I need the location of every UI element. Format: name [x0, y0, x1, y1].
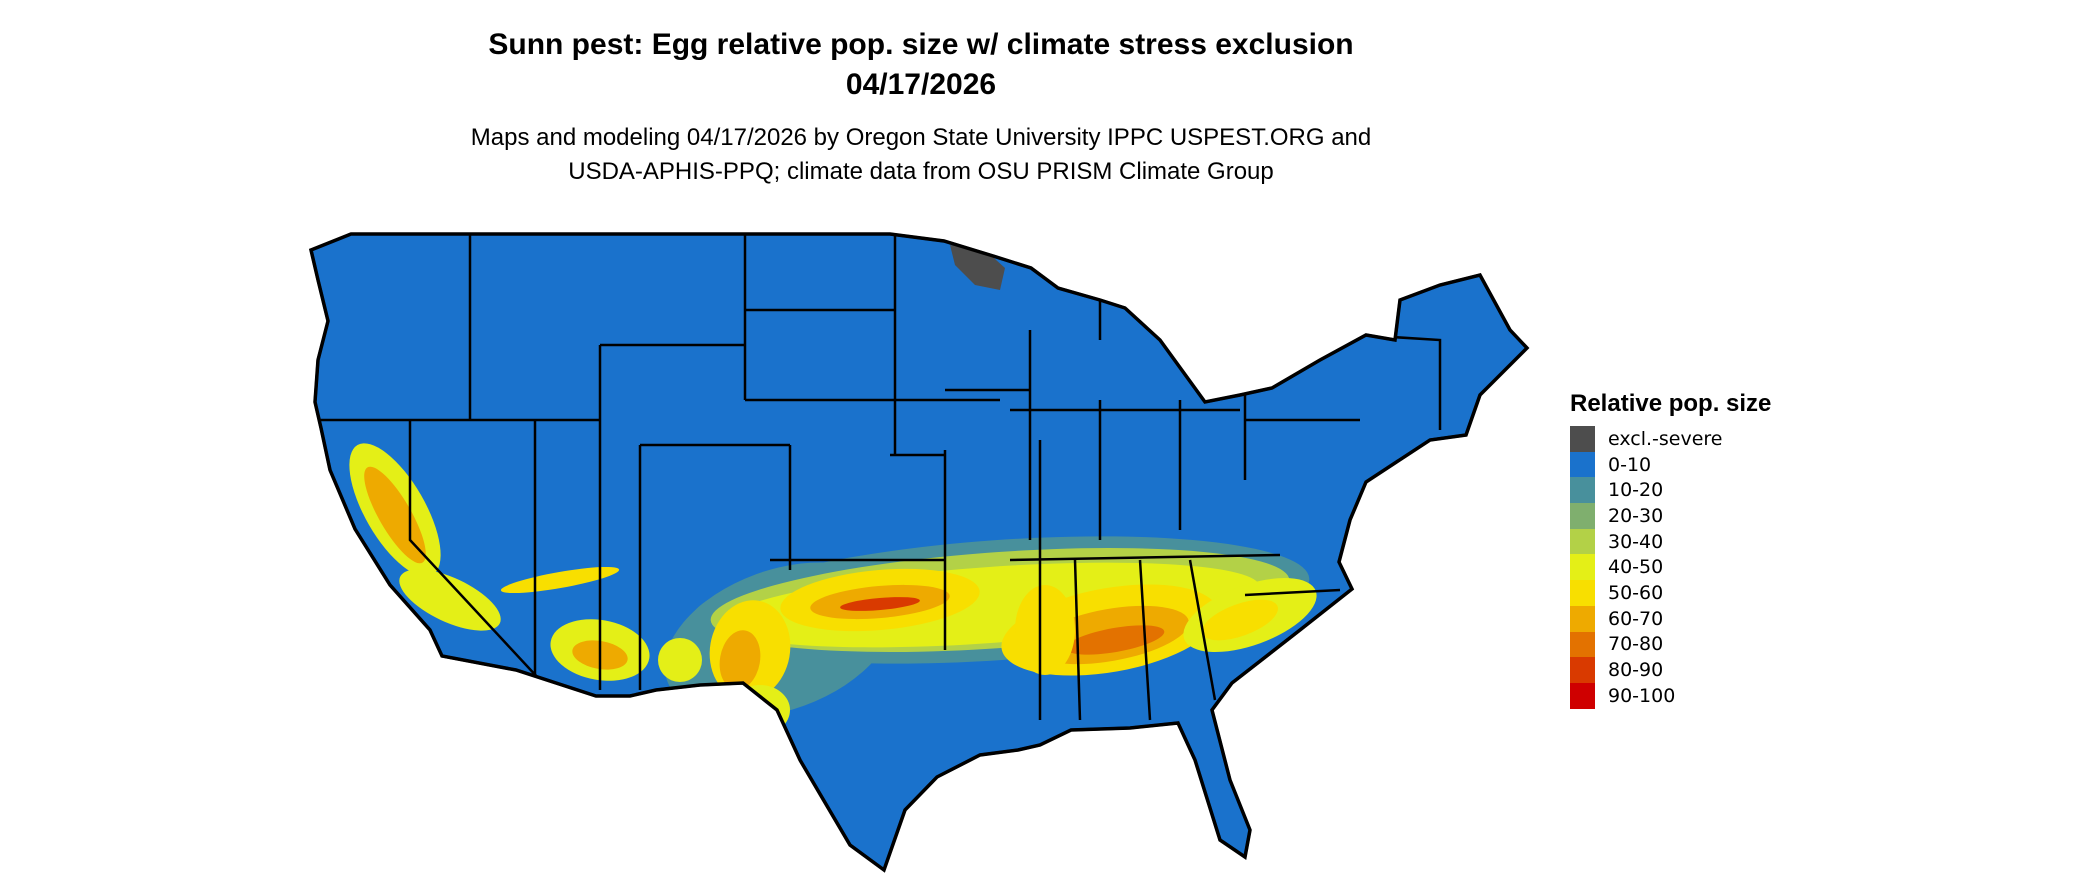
- legend-label: 50-60: [1608, 581, 1664, 604]
- heat-patch: [658, 638, 702, 682]
- legend-label: 60-70: [1608, 607, 1664, 630]
- legend-swatch: [1570, 503, 1595, 529]
- legend-title: Relative pop. size: [1570, 390, 1772, 417]
- state-border: [1188, 559, 1217, 701]
- heat-patch: [840, 597, 920, 611]
- legend-item: 60-70: [1570, 605, 1771, 632]
- map-date: 04/17/2026: [845, 68, 997, 101]
- legend-label: excl.-severe: [1608, 427, 1723, 450]
- heat-patch: [399, 569, 501, 631]
- heat-layer: [349, 245, 1317, 735]
- legend-item: 70-80: [1570, 631, 1771, 658]
- legend-swatch: [1570, 528, 1595, 555]
- legend-swatch: [1570, 631, 1595, 658]
- legend-label: 80-90: [1608, 659, 1664, 682]
- legend-item: 50-60: [1570, 580, 1771, 606]
- legend-item: 80-90: [1570, 657, 1771, 683]
- legend-item: 40-50: [1570, 554, 1771, 581]
- legend-label: 70-80: [1608, 633, 1664, 656]
- heat-patch: [1202, 599, 1278, 641]
- legend-item: 30-40: [1570, 528, 1771, 555]
- legend-label: 0-10: [1608, 453, 1652, 476]
- legend-item: 20-30: [1570, 503, 1771, 529]
- heat-patch: [1015, 585, 1075, 675]
- legend-swatch: [1570, 477, 1595, 504]
- legend-label: 40-50: [1608, 556, 1664, 579]
- map-title: Sunn pest: Egg relative pop. size w/ cli…: [488, 28, 1354, 61]
- legend-item: 0-10: [1570, 451, 1771, 478]
- legend-swatch: [1570, 580, 1595, 606]
- heat-patch: [730, 685, 790, 735]
- heat-patch: [719, 630, 761, 690]
- legend-item: excl.-severe: [1570, 426, 1771, 452]
- legend-swatch: [1570, 605, 1595, 632]
- state-border: [1244, 588, 1341, 597]
- state-border: [408, 420, 541, 681]
- map-subtitle-line1: Maps and modeling 04/17/2026 by Oregon S…: [470, 124, 1372, 151]
- state-border: [1073, 559, 1082, 721]
- state-border: [1009, 553, 1281, 562]
- conus-border: [308, 232, 1530, 873]
- heat-patch: [1065, 625, 1165, 655]
- legend-item: 90-100: [1570, 682, 1771, 709]
- map-subtitle-line2: USDA-APHIS-PPQ; climate data from OSU PR…: [568, 158, 1274, 185]
- legend: Relative pop. size excl.-severe 0-10 10-20…: [1570, 390, 1771, 709]
- legend-swatch: [1570, 554, 1595, 581]
- state-border: [1138, 559, 1152, 721]
- legend-item: 10-20: [1570, 477, 1771, 504]
- legend-swatch: [1570, 426, 1595, 452]
- legend-label: 90-100: [1608, 684, 1676, 707]
- legend-label: 30-40: [1608, 530, 1664, 553]
- legend-swatch: [1570, 657, 1595, 683]
- legend-label: 20-30: [1608, 504, 1664, 527]
- legend-swatch: [1570, 682, 1595, 709]
- legend-label: 10-20: [1608, 479, 1664, 502]
- heat-patch: [500, 566, 620, 594]
- legend-swatch: [1570, 451, 1595, 478]
- state-borders: [320, 234, 1442, 721]
